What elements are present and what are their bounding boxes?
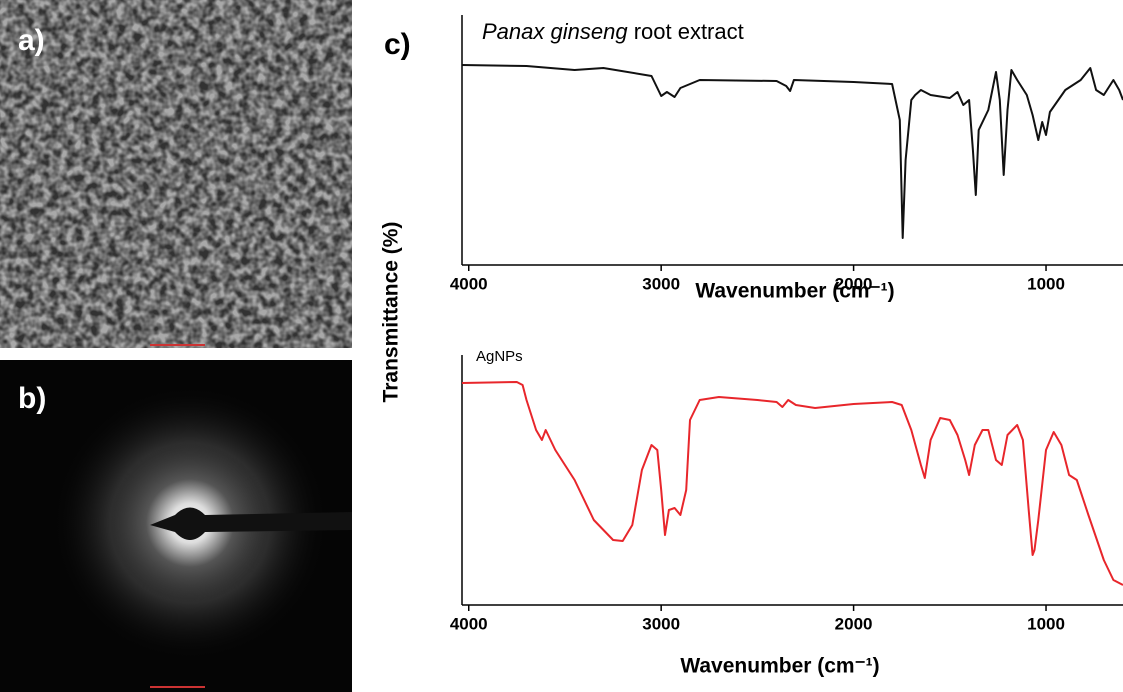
x-tick-label: 1000 bbox=[1027, 614, 1065, 633]
spectrum-line bbox=[461, 381, 1123, 586]
x-tick-label: 3000 bbox=[642, 274, 680, 293]
diffraction-image bbox=[0, 360, 352, 692]
chart-title: AgNPs bbox=[476, 348, 523, 365]
panel-label: c) bbox=[384, 28, 411, 61]
title-part: Panax ginseng bbox=[482, 19, 628, 44]
spectrum-line bbox=[461, 64, 1123, 239]
tem-image bbox=[0, 0, 352, 348]
y-axis-label: Transmittance (%) bbox=[380, 222, 403, 403]
title-part: root extract bbox=[634, 19, 744, 44]
panel-label: a) bbox=[18, 24, 45, 57]
x-axis-label: Wavenumber (cm⁻¹) bbox=[680, 655, 879, 678]
x-tick-label: 3000 bbox=[642, 614, 680, 633]
x-tick-label: 2000 bbox=[835, 614, 873, 633]
x-tick-label: 1000 bbox=[1027, 274, 1065, 293]
x-tick-label: 4000 bbox=[450, 274, 488, 293]
x-tick-label: 2000 bbox=[835, 274, 873, 293]
title-part: AgNPs bbox=[476, 348, 523, 365]
x-tick-label: 4000 bbox=[450, 614, 488, 633]
x-axis-label: Wavenumber (cm⁻¹) bbox=[695, 280, 894, 303]
panel-label: b) bbox=[18, 382, 46, 415]
chart-title: Panax ginseng root extract bbox=[482, 19, 744, 44]
